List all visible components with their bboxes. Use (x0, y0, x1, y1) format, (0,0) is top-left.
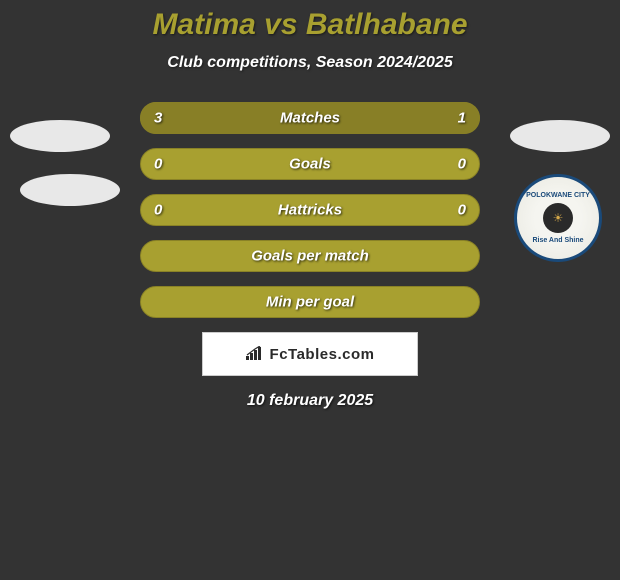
chart-icon (246, 346, 264, 363)
page-title: Matima vs Batlhabane (0, 8, 620, 42)
stat-row-hattricks: 0 Hattricks 0 (140, 194, 480, 226)
stat-value-right: 0 (458, 202, 466, 219)
stat-value-left: 0 (154, 156, 162, 173)
badge-center-icon: ☀ (543, 203, 573, 233)
badge-top-text: POLOKWANE CITY (526, 192, 590, 199)
stat-value-left: 0 (154, 202, 162, 219)
stat-label: Hattricks (278, 202, 342, 219)
stat-label: Min per goal (266, 294, 354, 311)
sun-icon: ☀ (553, 211, 564, 225)
brand-logo-box[interactable]: FcTables.com (202, 332, 418, 376)
bar-left-fill (140, 102, 395, 134)
stat-row-min-per-goal: Min per goal (140, 286, 480, 318)
team-logo-right-1 (510, 120, 610, 152)
team-logo-right-club-badge: POLOKWANE CITY ☀ Rise And Shine (514, 174, 602, 262)
date-text: 10 february 2025 (0, 392, 620, 410)
team-logo-left-2 (20, 174, 120, 206)
stat-label: Goals (289, 156, 331, 173)
stat-value-right: 0 (458, 156, 466, 173)
stat-value-left: 3 (154, 110, 162, 127)
stat-label: Goals per match (251, 248, 369, 265)
stat-row-matches: 3 Matches 1 (140, 102, 480, 134)
brand-logo-text: FcTables.com (270, 346, 375, 363)
stat-row-goals-per-match: Goals per match (140, 240, 480, 272)
stat-row-goals: 0 Goals 0 (140, 148, 480, 180)
bar-right-fill (395, 102, 480, 134)
team-logo-left-1 (10, 120, 110, 152)
stat-value-right: 1 (458, 110, 466, 127)
stat-label: Matches (280, 110, 340, 127)
badge-bottom-text: Rise And Shine (532, 237, 583, 244)
page-subtitle: Club competitions, Season 2024/2025 (0, 54, 620, 72)
